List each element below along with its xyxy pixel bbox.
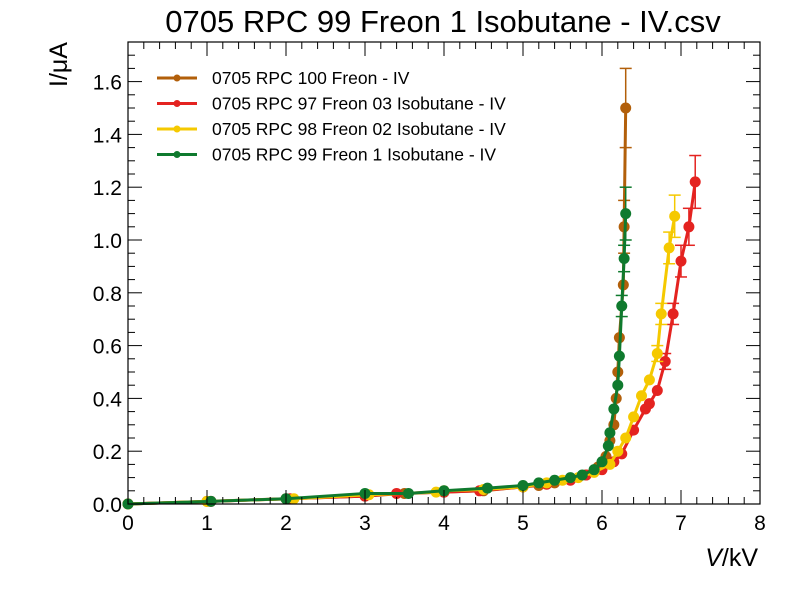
chart-title: 0705 RPC 99 Freon 1 Isobutane - IV.csv [165, 4, 721, 39]
data-point [663, 242, 675, 254]
axis-tick-labels: 0 1 2 3 4 5 6 7 8 0.0 0.2 0.4 0.6 0.8 1.0 1.2 1.4 1.6 [93, 72, 766, 535]
data-point [620, 208, 632, 220]
data-point [675, 255, 687, 267]
x-axis-label-symbol: V [705, 544, 724, 572]
data-point [689, 176, 701, 188]
y-axis-label: I/μA [45, 42, 73, 87]
data-point [533, 477, 545, 489]
y-tick-label: 0.4 [93, 388, 123, 411]
data-point [669, 210, 681, 222]
data-point [683, 221, 695, 233]
data-point [612, 445, 624, 457]
data-point [602, 440, 614, 452]
legend-marker [173, 100, 181, 107]
y-tick-label: 0.8 [93, 283, 122, 306]
data-point [667, 308, 679, 320]
x-tick-label: 7 [675, 512, 687, 535]
legend-item: 0705 RPC 97 Freon 03 Isobutane - IV [157, 94, 506, 114]
legend: 0705 RPC 100 Freon - IV 0705 RPC 97 Freon… [157, 68, 506, 165]
x-tick-label: 6 [596, 512, 608, 535]
data-point [517, 480, 529, 492]
data-point [604, 427, 616, 439]
data-point [618, 252, 630, 264]
series-line [127, 215, 677, 506]
y-tick-label: 1.0 [93, 230, 122, 253]
y-tick-label: 1.6 [93, 72, 122, 95]
legend-label: 0705 RPC 99 Freon 1 Isobutane - IV [212, 145, 496, 165]
x-tick-label: 3 [359, 512, 371, 535]
x-tick-label: 0 [122, 512, 134, 535]
axis-ticks [127, 41, 761, 505]
data-point [481, 482, 493, 494]
legend-item: 0705 RPC 100 Freon - IV [157, 68, 410, 88]
legend-label: 0705 RPC 97 Freon 03 Isobutane - IV [212, 94, 506, 114]
data-point [643, 374, 655, 386]
legend-marker [173, 74, 181, 82]
data-point [655, 308, 667, 320]
legend-label: 0705 RPC 100 Freon - IV [212, 68, 410, 88]
x-tick-label: 4 [438, 512, 450, 535]
x-axis-label-unit: /kV [722, 544, 758, 572]
legend-marker [173, 125, 181, 133]
y-tick-label: 1.4 [93, 124, 123, 147]
data-point [628, 411, 640, 423]
legend-marker [173, 151, 181, 158]
legend-label: 0705 RPC 98 Freon 02 Isobutane - IV [212, 119, 506, 139]
plot-data-layer [122, 67, 702, 510]
y-tick-label: 0.0 [93, 494, 122, 517]
x-axis-label: V/kV [705, 544, 758, 572]
y-tick-label: 0.2 [93, 441, 122, 464]
x-tick-label: 1 [201, 512, 213, 535]
data-point [549, 474, 561, 486]
legend-item: 0705 RPC 98 Freon 02 Isobutane - IV [157, 119, 506, 139]
y-tick-label: 0.6 [93, 336, 122, 359]
series-line [127, 107, 628, 506]
data-point [402, 487, 414, 499]
data-point [651, 348, 663, 360]
x-tick-label: 8 [754, 512, 766, 535]
data-point [620, 102, 632, 114]
legend-item: 0705 RPC 99 Freon 1 Isobutane - IV [157, 145, 496, 165]
data-point [613, 350, 625, 362]
data-point [596, 456, 608, 468]
series-line [127, 213, 628, 506]
series-4 [122, 186, 632, 510]
data-point [659, 355, 671, 367]
data-point [620, 432, 632, 444]
data-point [588, 464, 600, 476]
data-point [564, 472, 576, 484]
data-point [616, 300, 628, 312]
x-tick-label: 2 [280, 512, 292, 535]
data-point [636, 390, 647, 402]
y-tick-label: 1.2 [93, 177, 122, 200]
data-point [608, 403, 620, 415]
data-point [643, 398, 655, 410]
data-point [612, 379, 624, 391]
data-point [651, 384, 663, 396]
x-tick-label: 5 [517, 512, 529, 535]
data-point [576, 469, 588, 481]
